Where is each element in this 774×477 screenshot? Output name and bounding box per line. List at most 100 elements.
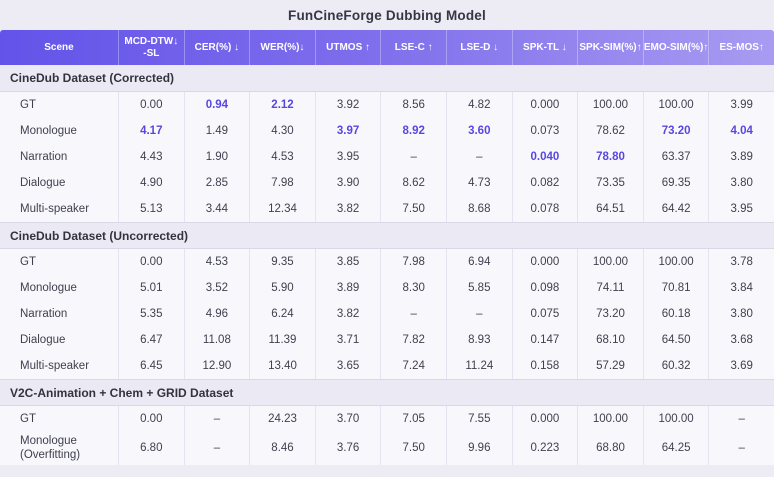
value-cell: 4.96 bbox=[183, 301, 250, 327]
scene-cell: GT bbox=[20, 98, 36, 111]
section-rows: GT 0.00 4.53 9.35 3.85 7.98 6.94 0.000 100.00 100… bbox=[0, 249, 774, 379]
value-cell: 64.25 bbox=[642, 432, 709, 465]
value-cell: 0.000 bbox=[511, 249, 578, 275]
value-cell: 0.223 bbox=[511, 432, 578, 465]
value-cell: 78.62 bbox=[577, 118, 643, 144]
value-cell: 100.00 bbox=[642, 249, 709, 275]
value-cell: 7.50 bbox=[380, 196, 446, 222]
value-cell: 64.42 bbox=[642, 196, 709, 222]
value-cell: 3.76 bbox=[314, 432, 381, 465]
table-row: Monologue (Overfitting) 6.80–8.46 3.76 7.50… bbox=[0, 432, 774, 465]
header-cell-metric: SPK-TL ↓ bbox=[511, 30, 578, 65]
value-cell: – bbox=[708, 432, 774, 465]
value-cell: 69.35 bbox=[642, 170, 709, 196]
header-cell-metric: SPK-SIM(%)↑ bbox=[577, 30, 643, 65]
value-cell: 11.08 bbox=[183, 327, 250, 353]
scene-cell: Monologue bbox=[20, 281, 77, 294]
results-table: CineDub Dataset (Corrected) GT 0.00 0.94 2.1… bbox=[0, 65, 774, 465]
value-cell: 5.85 bbox=[445, 275, 512, 301]
value-cell: 7.98 bbox=[380, 249, 446, 275]
value-cell: 0.000 bbox=[511, 92, 578, 118]
header-cell-metric: CER(%) ↓ bbox=[183, 30, 250, 65]
value-cell: 7.05 bbox=[380, 406, 446, 432]
value-cell: 0.082 bbox=[511, 170, 578, 196]
value-cell: 8.56 bbox=[380, 92, 446, 118]
header-cell-metric: MCD-DTW↓ -SL bbox=[118, 30, 184, 65]
value-cell: 6.24 bbox=[249, 301, 315, 327]
header-cell-metric: ES-MOS↑ bbox=[708, 30, 774, 65]
table-row: GT 0.00 4.53 9.35 3.85 7.98 6.94 0.000 100.00 100… bbox=[0, 249, 774, 275]
table-row: Dialogue 4.90 2.85 7.98 3.90 8.62 4.73 0.082 73.… bbox=[0, 170, 774, 196]
table-header-row: Scene MCD-DTW↓ -SL CER(%) ↓ WER(%)↓ UTMOS ↑ L… bbox=[0, 30, 774, 65]
scene-cell: Monologue bbox=[20, 124, 77, 137]
header-cell-metric: WER(%)↓ bbox=[249, 30, 315, 65]
value-cell: 5.35 bbox=[118, 301, 184, 327]
value-cell: 1.90 bbox=[183, 144, 250, 170]
value-cell: 63.37 bbox=[642, 144, 709, 170]
value-cell: 3.89 bbox=[314, 275, 381, 301]
value-cell: – bbox=[708, 406, 774, 432]
value-cell: 4.17 bbox=[118, 118, 184, 144]
value-cell: 4.43 bbox=[118, 144, 184, 170]
header-cell-scene: Scene bbox=[44, 41, 74, 53]
value-cell: 3.69 bbox=[708, 353, 774, 379]
scene-cell: GT bbox=[20, 412, 36, 425]
value-cell: – bbox=[380, 301, 446, 327]
value-cell: 7.24 bbox=[380, 353, 446, 379]
section-title: V2C-Animation + Chem + GRID Dataset bbox=[0, 379, 774, 406]
value-cell: 0.073 bbox=[511, 118, 578, 144]
value-cell: – bbox=[380, 144, 446, 170]
value-cell: 100.00 bbox=[577, 406, 643, 432]
value-cell: 68.80 bbox=[577, 432, 643, 465]
value-cell: 64.50 bbox=[642, 327, 709, 353]
value-cell: 68.10 bbox=[577, 327, 643, 353]
scene-cell: GT bbox=[20, 255, 36, 268]
value-cell: 3.82 bbox=[314, 196, 381, 222]
value-cell: – bbox=[183, 432, 250, 465]
value-cell: 11.39 bbox=[249, 327, 315, 353]
value-cell: 13.40 bbox=[249, 353, 315, 379]
value-cell: 3.70 bbox=[314, 406, 381, 432]
value-cell: 0.94 bbox=[183, 92, 250, 118]
value-cell: 0.098 bbox=[511, 275, 578, 301]
value-cell: 4.30 bbox=[249, 118, 315, 144]
value-cell: 4.90 bbox=[118, 170, 184, 196]
value-cell: 2.12 bbox=[249, 92, 315, 118]
value-cell: 6.94 bbox=[445, 249, 512, 275]
value-cell: 0.078 bbox=[511, 196, 578, 222]
value-cell: 1.49 bbox=[183, 118, 250, 144]
section-rows: GT 0.00–24.23 3.70 7.05 7.55 0.000 100.00 100.0… bbox=[0, 406, 774, 465]
value-cell: 5.01 bbox=[118, 275, 184, 301]
value-cell: 74.11 bbox=[577, 275, 643, 301]
table-row: GT 0.00 0.94 2.12 3.92 8.56 4.82 0.000 100.00 100… bbox=[0, 92, 774, 118]
value-cell: 4.53 bbox=[249, 144, 315, 170]
value-cell: 70.81 bbox=[642, 275, 709, 301]
value-cell: 100.00 bbox=[642, 92, 709, 118]
value-cell: 12.90 bbox=[183, 353, 250, 379]
value-cell: 8.92 bbox=[380, 118, 446, 144]
value-cell: 11.24 bbox=[445, 353, 512, 379]
value-cell: 7.82 bbox=[380, 327, 446, 353]
value-cell: 78.80 bbox=[577, 144, 643, 170]
value-cell: 3.71 bbox=[314, 327, 381, 353]
value-cell: 3.99 bbox=[708, 92, 774, 118]
scene-cell: Multi-speaker bbox=[20, 359, 90, 372]
value-cell: 73.35 bbox=[577, 170, 643, 196]
value-cell: 8.30 bbox=[380, 275, 446, 301]
value-cell: 6.47 bbox=[118, 327, 184, 353]
value-cell: 9.35 bbox=[249, 249, 315, 275]
section-rows: GT 0.00 0.94 2.12 3.92 8.56 4.82 0.000 100.00 100… bbox=[0, 92, 774, 222]
scene-cell: Narration bbox=[20, 150, 68, 163]
value-cell: 6.45 bbox=[118, 353, 184, 379]
value-cell: 64.51 bbox=[577, 196, 643, 222]
value-cell: 0.00 bbox=[118, 406, 184, 432]
section-title: CineDub Dataset (Uncorrected) bbox=[0, 222, 774, 249]
value-cell: 3.89 bbox=[708, 144, 774, 170]
value-cell: 2.85 bbox=[183, 170, 250, 196]
value-cell: 3.90 bbox=[314, 170, 381, 196]
page-title: FunCineForge Dubbing Model bbox=[288, 7, 486, 23]
value-cell: 3.80 bbox=[708, 170, 774, 196]
value-cell: 3.52 bbox=[183, 275, 250, 301]
value-cell: – bbox=[445, 301, 512, 327]
table-row: Dialogue 6.47 11.08 11.39 3.71 7.82 8.93 0.147 6… bbox=[0, 327, 774, 353]
